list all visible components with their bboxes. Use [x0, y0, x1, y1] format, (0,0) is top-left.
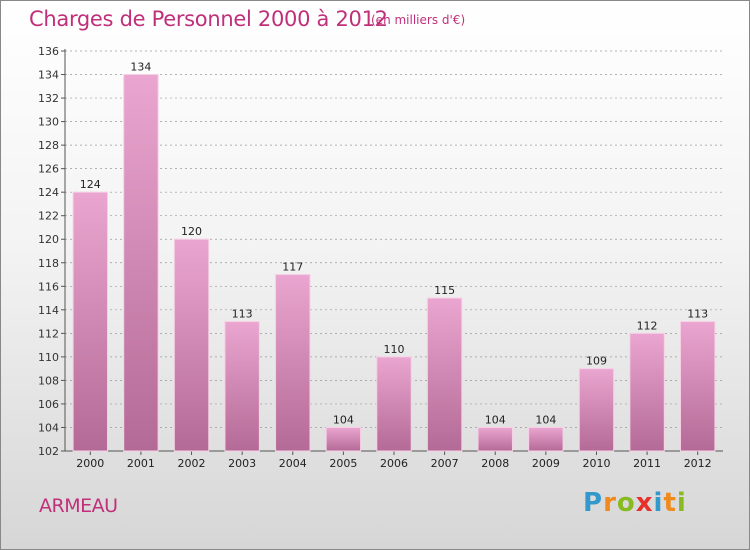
y-tick-label: 124 [38, 186, 59, 199]
town-name: ARMEAU [39, 495, 118, 517]
chart-title: Charges de Personnel 2000 à 2012 [29, 7, 388, 31]
bar-value-label: 115 [434, 284, 455, 297]
bar [173, 238, 210, 452]
x-tick-label: 2011 [633, 457, 661, 470]
bars [72, 74, 716, 452]
y-tick-label: 118 [38, 257, 59, 270]
y-tick-label: 106 [38, 398, 59, 411]
logo-letter: i [676, 488, 687, 518]
bar-value-label: 104 [333, 413, 354, 426]
bar [679, 321, 716, 452]
logo-letter: i [653, 488, 664, 518]
bar-value-label: 104 [485, 413, 506, 426]
x-tick-label: 2005 [329, 457, 357, 470]
bar [123, 74, 159, 452]
x-tick-label: 2007 [431, 457, 459, 470]
y-tick-label: 112 [38, 327, 59, 340]
y-tick-label: 102 [38, 445, 59, 458]
bar-value-label: 117 [282, 261, 303, 274]
y-tick-label: 128 [38, 139, 59, 152]
bar-value-label: 113 [687, 308, 708, 321]
x-tick-label: 2003 [228, 457, 256, 470]
y-tick-label: 130 [38, 116, 59, 129]
bar [477, 426, 513, 452]
x-tick-label: 2009 [532, 457, 560, 470]
bar-value-label: 112 [637, 319, 658, 332]
bar [376, 356, 412, 452]
y-tick-label: 132 [38, 92, 59, 105]
y-tick-label: 120 [38, 233, 59, 246]
y-tick-label: 122 [38, 210, 59, 223]
bar [629, 332, 665, 452]
logo-letter: P [583, 488, 604, 518]
y-tick-label: 110 [38, 351, 59, 364]
y-tick-label: 116 [38, 280, 59, 293]
bar [426, 297, 463, 452]
x-tick-label: 2002 [178, 457, 206, 470]
x-tick-label: 2000 [76, 457, 104, 470]
logo-letter: t [663, 488, 677, 518]
bar [275, 274, 311, 452]
logo-letter: o [616, 488, 636, 518]
x-tick-label: 2008 [481, 457, 509, 470]
bar [325, 426, 362, 452]
x-tick-label: 2001 [127, 457, 155, 470]
logo-letter: x [635, 488, 654, 518]
bar [578, 368, 615, 452]
bar-value-label: 124 [80, 178, 101, 191]
y-tick-label: 136 [38, 45, 59, 58]
x-tick-label: 2012 [684, 457, 712, 470]
y-tick-label: 108 [38, 374, 59, 387]
bar-value-label: 104 [535, 413, 556, 426]
y-tick-label: 104 [38, 421, 59, 434]
bar-value-label: 120 [181, 225, 202, 238]
bar [528, 426, 564, 452]
data-labels: 124 134 120 113 117 104 110 115 104 104 109 112 113 [80, 61, 708, 427]
axes: 102 104 106 108 110 112 114 116 118 120 122 124 126 1… [38, 45, 723, 470]
unit-note: (en milliers d'€) [371, 13, 466, 27]
bar [72, 191, 109, 452]
proxiti-logo[interactable]: Proxiti [583, 488, 687, 518]
bar-value-label: 113 [232, 308, 253, 321]
bar [224, 321, 260, 452]
y-tick-label: 114 [38, 304, 59, 317]
x-tick-label: 2004 [279, 457, 307, 470]
bar-value-label: 134 [130, 61, 151, 74]
y-tick-label: 134 [38, 69, 59, 82]
bar-value-label: 109 [586, 355, 607, 368]
x-tick-label: 2010 [582, 457, 610, 470]
logo-letter: r [603, 488, 617, 518]
y-tick-label: 126 [38, 163, 59, 176]
bar-value-label: 110 [384, 343, 405, 356]
x-tick-label: 2006 [380, 457, 408, 470]
